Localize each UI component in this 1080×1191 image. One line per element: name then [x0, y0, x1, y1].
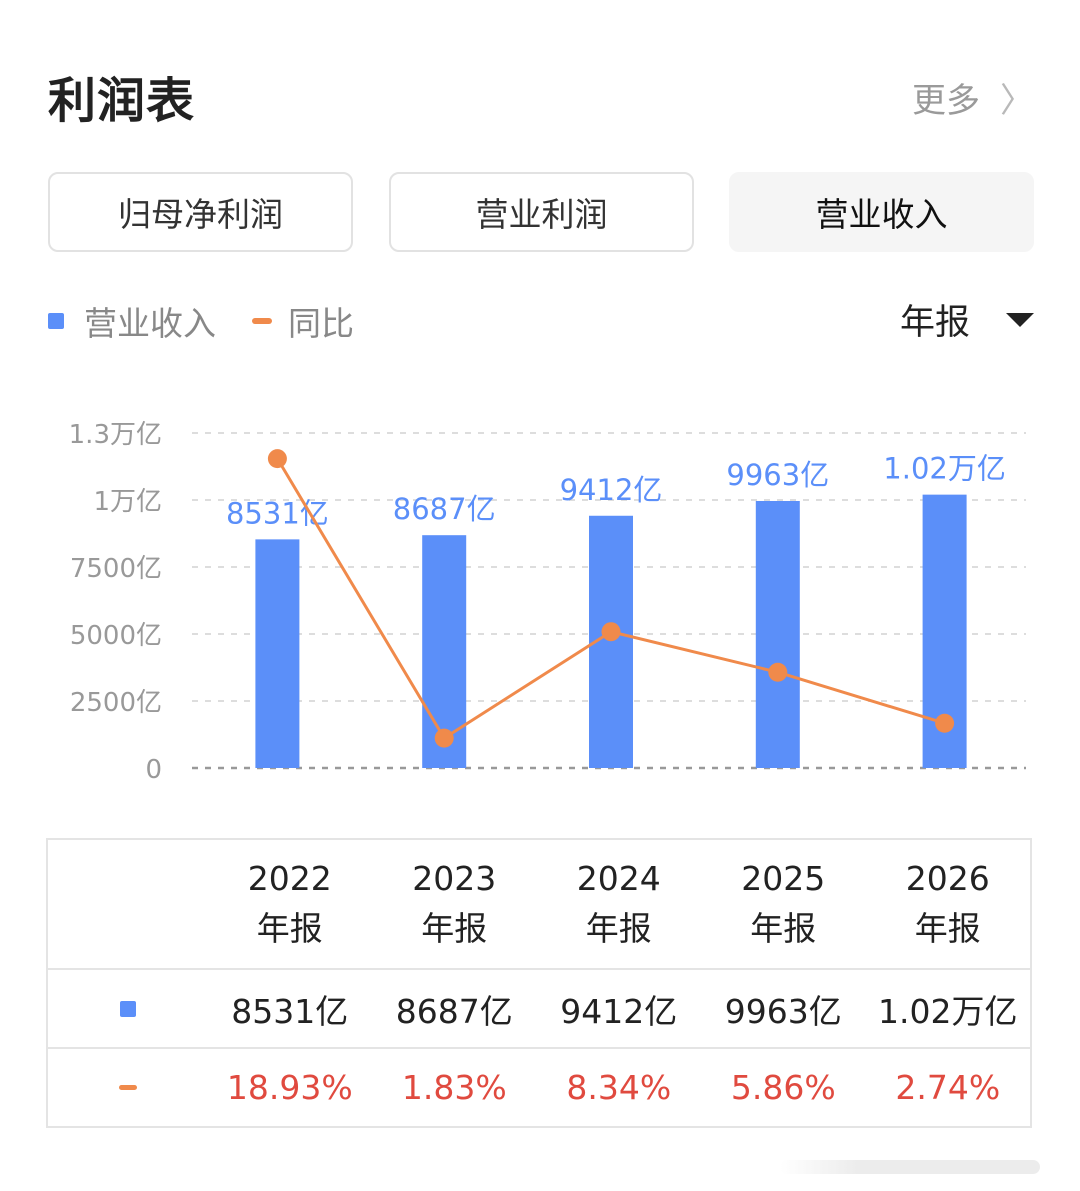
revenue-cell: 9963亿 [724, 991, 842, 1031]
revenue-cell: 8687亿 [395, 991, 513, 1031]
legend-item-revenue[interactable]: 营业收入 [48, 297, 216, 345]
legend-item-yoy[interactable]: 同比 [252, 297, 354, 345]
period-value: 年报 [899, 303, 970, 343]
tab-operating-profit[interactable]: 营业利润 [389, 172, 694, 252]
legend-label-revenue: 营业收入 [84, 304, 216, 343]
table-header-row: 2022 年报 2023 年报 2024 年报 2025 年报 2026 年报 [48, 840, 1030, 970]
tab-revenue[interactable]: 营业收入 [729, 172, 1034, 252]
year-label: 2023 [412, 859, 497, 898]
table-header-cell: 2023 年报 [372, 840, 537, 968]
yoy-point [434, 728, 454, 748]
more-link[interactable]: 更多〉 [912, 78, 1034, 124]
y-tick-label: 2500亿 [70, 688, 162, 718]
line-marker-icon [118, 1085, 137, 1090]
horizontal-scrollbar[interactable] [780, 1160, 1040, 1174]
y-tick-label: 7500亿 [70, 554, 162, 584]
revenue-chart: 0 2500亿 5000亿 7500亿 1万亿 1.3万亿 8531亿 8687亿 9412亿 9… [69, 420, 1026, 785]
legend-label-yoy: 同比 [288, 304, 354, 343]
data-table: 2022 年报 2023 年报 2024 年报 2025 年报 2026 年报 8531亿… [46, 838, 1032, 1128]
year-label: 2024 [576, 859, 661, 898]
y-tick-label: 0 [145, 755, 162, 785]
year-label: 2026 [905, 859, 990, 898]
yoy-point [601, 622, 621, 642]
table-header-cell: 2022 年报 [208, 840, 373, 968]
section-title: 利润表 [48, 73, 196, 129]
period-label: 年报 [256, 909, 323, 948]
table-header-cell: 2024 年报 [537, 840, 702, 968]
yoy-cell: 8.34% [566, 1068, 672, 1107]
row-marker-cell [48, 1049, 208, 1126]
period-label: 年报 [914, 909, 981, 948]
line-marker-icon [252, 318, 272, 324]
section-header: 利润表 更多〉 [48, 68, 1034, 138]
year-label: 2025 [741, 859, 826, 898]
yoy-point [768, 662, 788, 682]
bar-data-label: 9412亿 [560, 473, 663, 507]
revenue-cell: 9412亿 [560, 991, 678, 1031]
yoy-cell: 1.83% [401, 1068, 507, 1107]
square-marker-icon [48, 313, 64, 329]
yoy-cell: 18.93% [226, 1068, 353, 1107]
table-header-cell: 2026 年报 [866, 840, 1031, 968]
square-marker-icon [119, 1000, 136, 1017]
yoy-point [935, 713, 955, 733]
chevron-right-icon: 〉 [1000, 81, 1034, 121]
bar-data-label: 8687亿 [393, 492, 496, 526]
metric-tabs: 归母净利润 营业利润 营业收入 [48, 172, 1034, 252]
period-dropdown[interactable]: 年报 [900, 294, 1034, 345]
bar-data-label: 1.02万亿 [883, 452, 1006, 486]
table-corner-cell [48, 840, 208, 968]
y-tick-label: 5000亿 [70, 621, 162, 651]
more-label: 更多 [912, 81, 980, 121]
caret-down-icon [1006, 312, 1034, 327]
revenue-bar [255, 539, 300, 768]
period-label: 年报 [585, 909, 652, 948]
row-marker-cell [48, 970, 208, 1047]
revenue-bar [755, 500, 800, 768]
bar-data-label: 9963亿 [726, 458, 829, 492]
y-tick-label: 1万亿 [93, 487, 162, 517]
tab-net-profit[interactable]: 归母净利润 [48, 172, 353, 252]
table-row-revenue: 8531亿 8687亿 9412亿 9963亿 1.02万亿 [48, 970, 1030, 1049]
chart-legend: 营业收入 同比 [48, 296, 390, 346]
period-label: 年报 [750, 909, 817, 948]
bar-data-label: 8531亿 [226, 496, 329, 530]
yoy-cell: 5.86% [730, 1068, 836, 1107]
table-row-yoy: 18.93% 1.83% 8.34% 5.86% 2.74% [48, 1049, 1030, 1126]
revenue-cell: 1.02万亿 [878, 991, 1018, 1031]
yoy-cell: 2.74% [895, 1068, 1001, 1107]
revenue-cell: 8531亿 [231, 991, 349, 1031]
yoy-point [267, 449, 287, 469]
y-tick-label: 1.3万亿 [69, 420, 162, 450]
period-label: 年报 [421, 909, 488, 948]
year-label: 2022 [247, 859, 332, 898]
table-header-cell: 2025 年报 [701, 840, 866, 968]
